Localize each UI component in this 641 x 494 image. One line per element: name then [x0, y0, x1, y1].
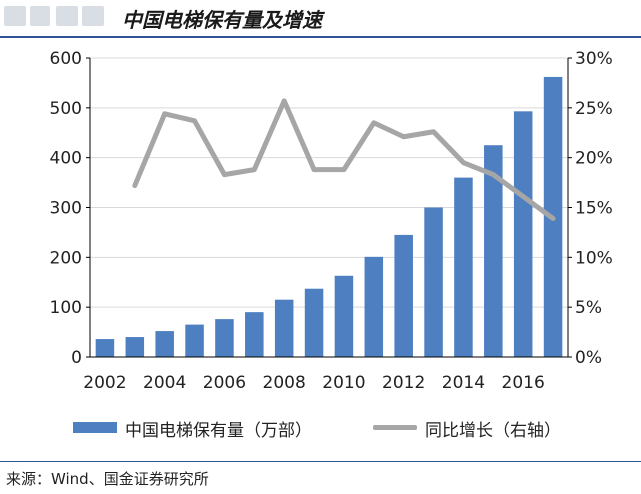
title-bar: 中国电梯保有量及增速 — [0, 0, 641, 36]
blurred-logo-block — [82, 6, 104, 26]
bar — [424, 207, 443, 357]
bar — [215, 319, 234, 357]
blurred-logo-block — [30, 6, 50, 26]
y-left-tick-label: 300 — [50, 199, 82, 219]
growth-line — [132, 98, 556, 221]
source-note: 来源：Wind、国金证券研究所 — [6, 470, 209, 488]
legend-bar-label: 中国电梯保有量（万部） — [125, 421, 312, 441]
blurred-logo-block — [56, 6, 78, 26]
bar — [394, 234, 413, 357]
y-left-tick-label: 400 — [50, 149, 82, 169]
bar — [454, 177, 473, 357]
y-right-tick-label: 5% — [575, 298, 602, 318]
legend-bar-swatch — [73, 422, 117, 433]
y-right-tick-label: 10% — [575, 248, 613, 268]
bar — [484, 145, 503, 357]
legend: 中国电梯保有量（万部） 同比增长（右轴） — [0, 414, 641, 442]
chart-title: 中国电梯保有量及增速 — [122, 8, 322, 32]
x-tick-label: 2012 — [382, 373, 425, 393]
y-left-tick-label: 200 — [50, 248, 82, 268]
line-layer — [132, 98, 556, 221]
legend-line-swatch — [373, 425, 417, 430]
y-left-tick-label: 0 — [71, 348, 82, 368]
bar — [364, 256, 384, 357]
y-right-tick-label: 15% — [575, 199, 613, 219]
axis-layer — [86, 57, 572, 358]
y-right-tick-label: 20% — [575, 149, 613, 169]
x-tick-label: 2014 — [442, 373, 485, 393]
y-left-tick-label: 500 — [50, 99, 82, 119]
bar — [245, 312, 264, 357]
bar — [125, 337, 145, 357]
bar — [304, 288, 324, 357]
x-tick-label: 2006 — [203, 373, 246, 393]
footer-divider — [0, 461, 641, 462]
combo-chart: 0 0% 100 5% 200 10% 300 15% 400 20% 500 25% 600 30% 20… — [50, 49, 613, 393]
y-right-tick-label: 0% — [575, 348, 602, 368]
label-layer: 0 0% 100 5% 200 10% 300 15% 400 20% 500 25% 600 30% 20… — [50, 49, 613, 393]
x-tick-label: 2010 — [322, 373, 365, 393]
x-tick-label: 2008 — [263, 373, 306, 393]
y-right-tick-label: 30% — [575, 49, 613, 69]
bar — [185, 324, 204, 357]
blurred-logo-block — [4, 6, 26, 26]
bar — [334, 275, 354, 357]
bar-layer — [95, 76, 563, 358]
bar — [95, 339, 115, 357]
y-left-tick-label: 100 — [50, 298, 82, 318]
bar — [274, 299, 294, 357]
bar — [513, 111, 533, 358]
legend-line-label: 同比增长（右轴） — [425, 421, 561, 441]
bar — [155, 331, 174, 357]
x-tick-label: 2016 — [502, 373, 545, 393]
title-divider — [0, 36, 641, 38]
y-right-tick-label: 25% — [575, 99, 613, 119]
x-tick-label: 2004 — [143, 373, 186, 393]
y-left-tick-label: 600 — [50, 49, 82, 69]
x-tick-label: 2002 — [83, 373, 126, 393]
